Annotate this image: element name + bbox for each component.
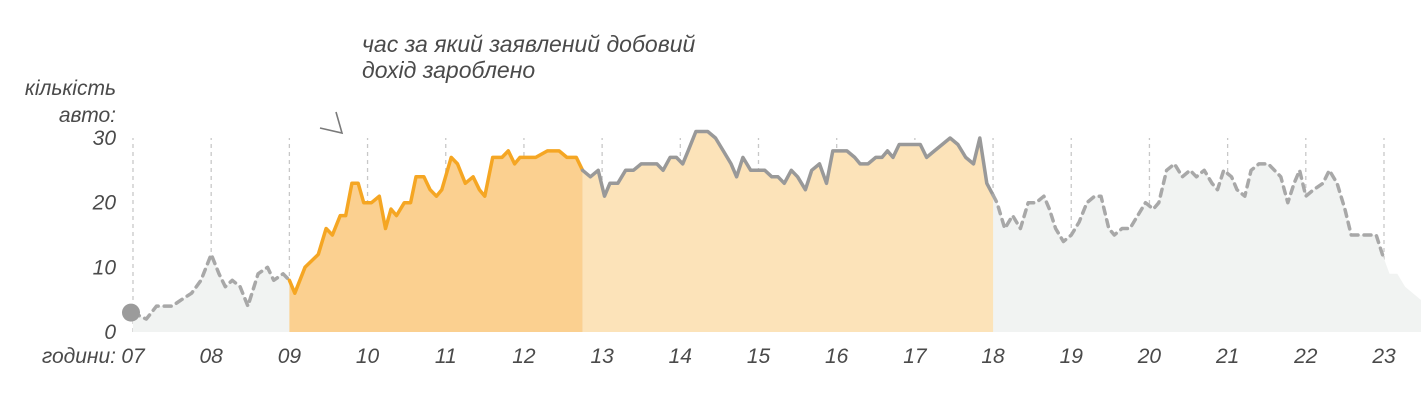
annotation-line-1: час за який заявлений добовий (362, 31, 695, 57)
earning-area (289, 150, 583, 332)
area-fills (133, 131, 1421, 332)
y-tick-label: 30 (93, 127, 117, 150)
y-tick-label: 0 (104, 321, 116, 344)
y-tick-label: 10 (93, 256, 117, 279)
x-tick-label: 12 (512, 345, 536, 368)
x-tick-label: 10 (356, 345, 380, 368)
x-tick-label: 17 (903, 345, 928, 368)
y-tick-label: 20 (92, 192, 117, 215)
x-tick-label: 13 (590, 345, 614, 368)
x-tick-label: 08 (200, 345, 224, 368)
annotation: час за який заявлений добовий дохід заро… (319, 31, 695, 135)
annotation-line-2: дохід зароблено (362, 57, 535, 83)
x-tick-label: 18 (981, 345, 1005, 368)
series-line-gray-solid-2 (580, 129, 995, 198)
x-tick-label: 09 (278, 345, 302, 368)
x-tick-label: 14 (669, 345, 692, 368)
x-tick-label: 21 (1215, 345, 1239, 368)
y-axis-title-line-1: кількість (25, 77, 116, 100)
y-tick-labels: 0 10 20 30 (92, 127, 117, 344)
x-tick-label: 22 (1293, 345, 1318, 368)
x-tick-labels: 07 08 09 10 11 12 13 14 15 16 17 18 19 20 21 22 23 (121, 345, 1396, 368)
x-tick-label: 16 (825, 345, 849, 368)
y-axis-title: кількість авто: (25, 77, 116, 127)
start-marker (122, 303, 140, 322)
x-tick-label: 19 (1060, 345, 1084, 368)
y-axis-title-line-2: авто: (59, 104, 116, 127)
series-line-dashed-0 (131, 252, 292, 321)
x-tick-label: 11 (435, 345, 457, 368)
x-tick-label: 23 (1371, 345, 1396, 368)
x-tick-label: 15 (747, 345, 771, 368)
series-line-orange-1 (287, 149, 585, 295)
x-tick-label: 07 (121, 345, 146, 368)
series-line-dashed-3 (991, 162, 1386, 261)
markers (122, 303, 140, 322)
x-axis-title: години: (42, 345, 116, 368)
series-lines (131, 129, 1386, 321)
x-tick-label: 20 (1137, 345, 1162, 368)
annotation-pointer (319, 111, 344, 135)
light-area (582, 131, 994, 332)
